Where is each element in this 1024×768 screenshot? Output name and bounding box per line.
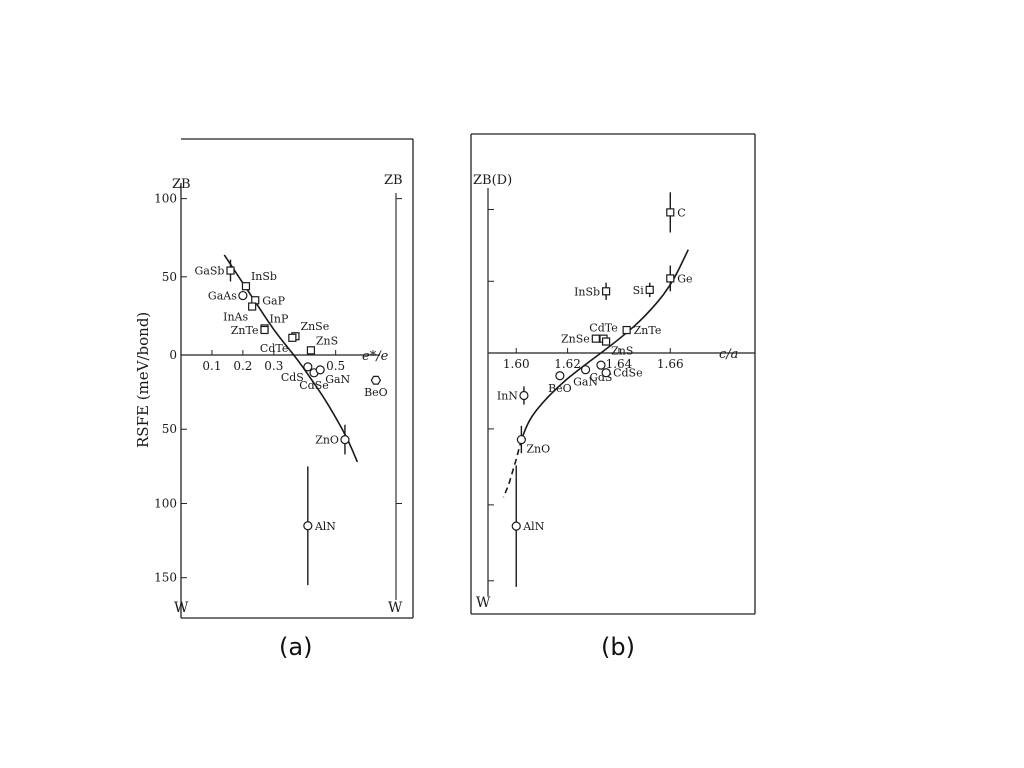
panel-b-caption: (b) (601, 633, 635, 661)
panel-a: ZB ZB W W e*/e RSFE (meV/bond) 0.1 0.2 0.3… (134, 138, 414, 661)
panel-b-ticks: 1.60 1.62 1.64 1.66 (488, 209, 684, 582)
panel-b-point-znse-label: ZnSe (561, 333, 590, 346)
panel-a-point-inas-label: InAs (223, 311, 248, 324)
panel-b-dashed-extrapolation (502, 439, 523, 498)
panel-a-y-tick-label: 50 (162, 422, 177, 436)
panel-b-point-insb-marker (601, 287, 611, 296)
panel-a-x-tick-label: 0.3 (264, 359, 283, 373)
panel-a-top-left-label: ZB (172, 177, 191, 192)
panel-a-point-beo-marker (370, 375, 382, 385)
panel-b-x-tick-label: 1.66 (657, 357, 684, 371)
panel-b-x-tick-label: 1.60 (503, 357, 530, 371)
panel-a-top-right-label: ZB (384, 173, 403, 188)
panel-a-point-inas-marker (248, 302, 257, 311)
panel-b-point-aln-marker (511, 521, 521, 531)
panel-a-point-znse-label: ZnSe (300, 320, 329, 333)
panel-a-point-znte-label: ZnTe (231, 324, 259, 337)
panel-b-point-gan-marker (580, 365, 591, 375)
panel-b-point-cdse-label: CdSe (613, 367, 643, 380)
panel-a-y-tick-label: 100 (154, 192, 177, 206)
panel-a-point-znte-marker (260, 325, 269, 335)
panel-a-x-tick-label: 0.1 (202, 359, 221, 373)
panel-b-point-aln-label: AlN (522, 520, 544, 533)
panel-a-point-cdte-label: CdTe (260, 342, 288, 355)
panel-b-x-tick-label: 1.64 (606, 357, 633, 371)
panel-b-bottom-left-label: W (476, 595, 491, 611)
panel-a-point-beo-label: BeO (364, 386, 388, 399)
panel-a-caption: (a) (279, 633, 312, 661)
panel-b-point-zns-label: ZnS (611, 345, 633, 358)
panel-a-x-tick-label: 0.5 (326, 359, 345, 373)
panel-a-point-gaas-label: GaAs (208, 290, 237, 303)
panel-a-point-zno-marker (340, 435, 350, 445)
panel-a-point-aln-marker (303, 521, 313, 531)
panel-b-point-znse-marker (591, 334, 600, 343)
panel-b-point-zno-label: ZnO (526, 443, 550, 456)
panel-b-point-si-label: Si (633, 284, 645, 297)
panel-a-point-insb-marker (241, 282, 251, 291)
panel-a-y-tick-label: 150 (154, 571, 177, 585)
panel-b-x-axis-label: c/a (719, 347, 738, 362)
panel-a-point-aln-label: AlN (314, 520, 336, 533)
panel-b-point-beo-marker (555, 371, 565, 381)
panel-a-point-zns-label: ZnS (316, 334, 338, 347)
panel-a-point-cds-marker (303, 362, 313, 372)
panel-b-point-cdse-marker (601, 368, 611, 378)
panel-a-y-tick-label: 100 (154, 496, 177, 510)
panel-b-point-cds-marker (596, 360, 606, 370)
panel-b-point-insb-label: InSb (574, 285, 600, 298)
panel-b-point-beo-label: BeO (548, 382, 572, 395)
panel-b-top-left-label: ZB(D) (473, 173, 512, 188)
panel-b-point-c-marker (666, 208, 675, 217)
panel-b-point-c-label: C (677, 206, 685, 219)
panel-a-y-tick-label: 0 (169, 348, 177, 362)
panel-a-point-insb-label: InSb (251, 270, 277, 283)
panel-a-point-inp-label: InP (270, 312, 289, 325)
panel-a-y-axis-label: RSFE (meV/bond) (134, 312, 152, 448)
panel-b-point-ge-label: Ge (677, 272, 692, 285)
panel-a-x-axis-label: e*/e (362, 349, 389, 364)
panel-b-point-ge-marker (666, 274, 675, 283)
panel-a-point-cds-label: CdS (281, 371, 304, 384)
panel-a-point-zno-label: ZnO (315, 434, 339, 447)
panel-a-y-tick-label: 50 (162, 270, 177, 284)
panel-a-point-gap-label: GaP (262, 294, 285, 307)
panel-a-point-gan-label: GaN (325, 373, 350, 386)
panel-b-point-si-marker (645, 285, 654, 294)
panel-b: ZB(D) W c/a 1.60 1.62 1.64 1.66 C InSb Si Ge Cd… (470, 133, 756, 661)
panel-a-bottom-left-label: W (174, 600, 189, 616)
panel-b-point-cdte-label: CdTe (589, 322, 617, 335)
panel-a-fit-line (223, 254, 359, 463)
panel-a-point-gasb-marker (226, 266, 235, 275)
panel-b-point-inn-marker (519, 390, 529, 401)
panel-a-x-tick-label: 0.2 (233, 359, 252, 373)
panel-b-point-zno-marker (516, 434, 526, 445)
panel-a-point-cdse-label: CdSe (299, 379, 329, 392)
panel-b-point-znte-label: ZnTe (634, 324, 662, 337)
panel-b-point-znte-marker (622, 325, 631, 335)
panel-a-point-gaas-marker (238, 290, 248, 301)
panel-a-bottom-right-label: W (388, 600, 403, 616)
panel-b-x-tick-label: 1.62 (554, 357, 581, 371)
panel-a-ticks: 0.1 0.2 0.3 0.5 100 50 0 50 100 150 (154, 192, 402, 585)
panel-a-point-gan-marker (315, 365, 325, 375)
panel-a-point-zns-marker (306, 346, 316, 355)
panel-a-fit-curve (223, 254, 359, 463)
panel-a-point-cdte-marker (288, 333, 297, 342)
panel-a-points: GaSb InSb GaAs GaP InAs InP ZnTe ZnSe CdTe ZnS CdS… (195, 259, 388, 586)
panel-b-point-gan-label: GaN (573, 376, 598, 389)
panel-b-point-zns-marker (601, 337, 611, 346)
panel-a-point-gasb-label: GaSb (195, 265, 225, 278)
panel-b-point-inn-label: InN (497, 390, 518, 403)
